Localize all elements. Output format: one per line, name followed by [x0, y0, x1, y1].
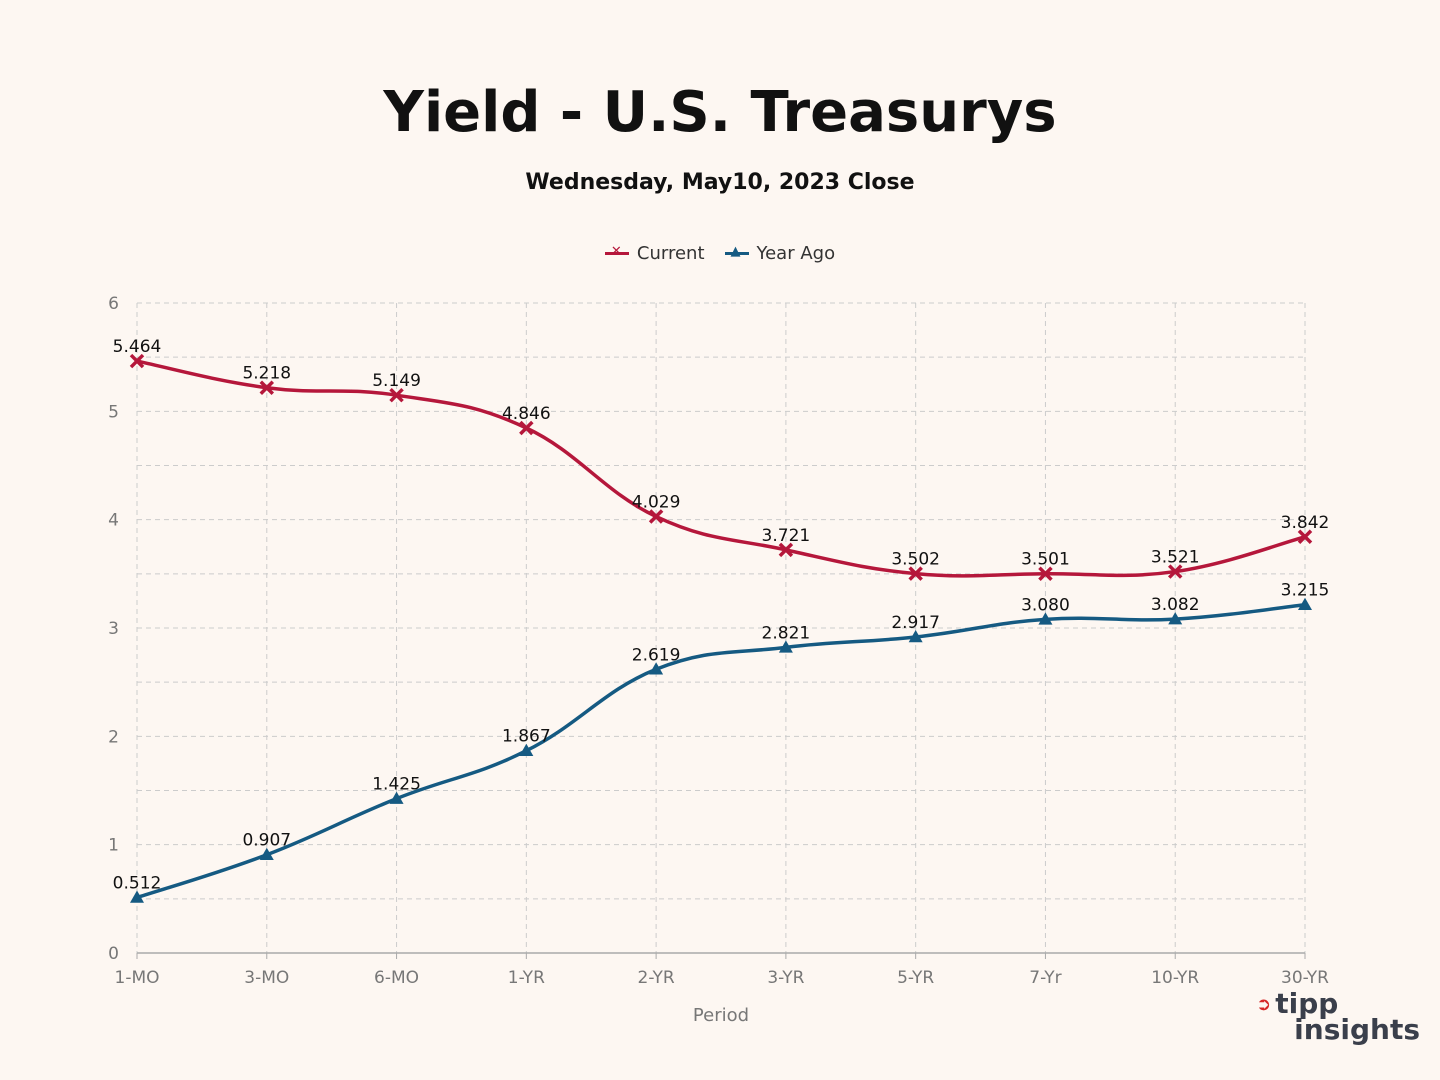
data-point-current: [648, 509, 664, 524]
data-point-current: [1038, 566, 1053, 581]
data-label-current: 3.502: [891, 550, 940, 570]
x-tick-label: 3-MO: [244, 968, 289, 988]
x-tick-label: 10-YR: [1151, 968, 1199, 988]
data-label-year-ago: 2.917: [891, 613, 940, 633]
data-label-current: 4.846: [502, 404, 551, 424]
x-tick-label: 1-YR: [508, 968, 545, 988]
chart-title: Yield - U.S. Treasurys: [383, 80, 1057, 145]
data-label-current: 5.464: [113, 337, 162, 357]
data-label-year-ago: 1.425: [372, 775, 421, 795]
data-point-current: [389, 387, 404, 403]
data-point-year-ago: [519, 743, 534, 756]
data-label-year-ago: 1.867: [502, 727, 551, 747]
data-point-current: [1297, 529, 1313, 545]
data-point-year-ago: [259, 847, 274, 860]
legend-item-year-ago[interactable]: ▲ Year Ago: [724, 243, 836, 264]
data-label-current: 3.721: [762, 526, 811, 546]
data-label-year-ago: 0.512: [113, 874, 162, 894]
legend-label-year-ago: Year Ago: [756, 243, 836, 264]
logo-line2: insights: [1294, 1013, 1420, 1047]
y-tick-label: 2: [108, 727, 119, 747]
data-point-current: [519, 420, 534, 436]
y-tick-label: 1: [108, 836, 119, 856]
data-point-year-ago: [389, 791, 404, 804]
y-tick-label: 3: [108, 619, 119, 639]
data-point-year-ago: [1168, 612, 1183, 625]
data-point-year-ago: [778, 640, 793, 653]
y-tick-label: 6: [108, 294, 119, 314]
x-tick-label: 7-Yr: [1029, 968, 1061, 988]
series-line-year-ago: [136, 602, 1306, 900]
x-tick-label: 5-YR: [897, 968, 934, 988]
legend-swatch-current: ✕: [604, 244, 629, 259]
data-label-year-ago: 3.080: [1021, 595, 1070, 615]
x-tick-label: 2-YR: [638, 968, 675, 988]
x-tick-label: 6-MO: [374, 968, 419, 988]
data-point-year-ago: [1298, 597, 1312, 610]
data-point-year-ago: [130, 890, 144, 903]
data-label-current: 4.029: [632, 493, 681, 513]
data-label-current: 5.218: [242, 364, 291, 384]
data-label-year-ago: 3.215: [1281, 581, 1330, 601]
data-label-current: 5.149: [372, 371, 421, 391]
data-label-current: 3.842: [1281, 513, 1330, 533]
tipp-insights-logo: ➲ tipp insights: [1256, 986, 1420, 1047]
y-tick-label: 4: [108, 511, 119, 531]
y-tick-label: 5: [108, 402, 119, 422]
data-label-year-ago: 0.907: [242, 831, 291, 851]
x-tick-label: 1-MO: [115, 968, 160, 988]
legend-label-current: Current: [636, 243, 705, 264]
data-point-current: [908, 566, 923, 581]
legend-item-current[interactable]: ✕ Current: [604, 243, 705, 264]
data-label-current: 3.521: [1151, 548, 1200, 568]
series-line-current: [136, 359, 1306, 578]
data-point-year-ago: [649, 662, 664, 675]
chart-subtitle: Wednesday, May10, 2023 Close: [525, 170, 915, 195]
logo-arrow-icon: ➲: [1256, 993, 1272, 1015]
data-point-current: [129, 353, 145, 369]
data-label-year-ago: 3.082: [1151, 595, 1200, 615]
data-point-current: [778, 542, 794, 558]
data-label-current: 3.501: [1021, 550, 1070, 570]
data-point-year-ago: [1038, 612, 1053, 625]
data-point-current: [1167, 564, 1183, 579]
x-axis-title: Period: [693, 1005, 749, 1026]
data-label-year-ago: 2.619: [632, 645, 681, 665]
data-point-current: [259, 380, 275, 395]
legend: ✕ Current ▲ Year Ago: [0, 243, 1440, 264]
x-tick-label: 3-YR: [767, 968, 804, 988]
x-tick-label: 30-YR: [1281, 968, 1329, 988]
data-point-year-ago: [908, 629, 923, 643]
legend-swatch-year-ago: ▲: [724, 244, 749, 259]
logo-line1: tipp: [1275, 986, 1339, 1020]
data-label-year-ago: 2.821: [762, 623, 811, 643]
y-tick-label: 0: [108, 944, 119, 964]
